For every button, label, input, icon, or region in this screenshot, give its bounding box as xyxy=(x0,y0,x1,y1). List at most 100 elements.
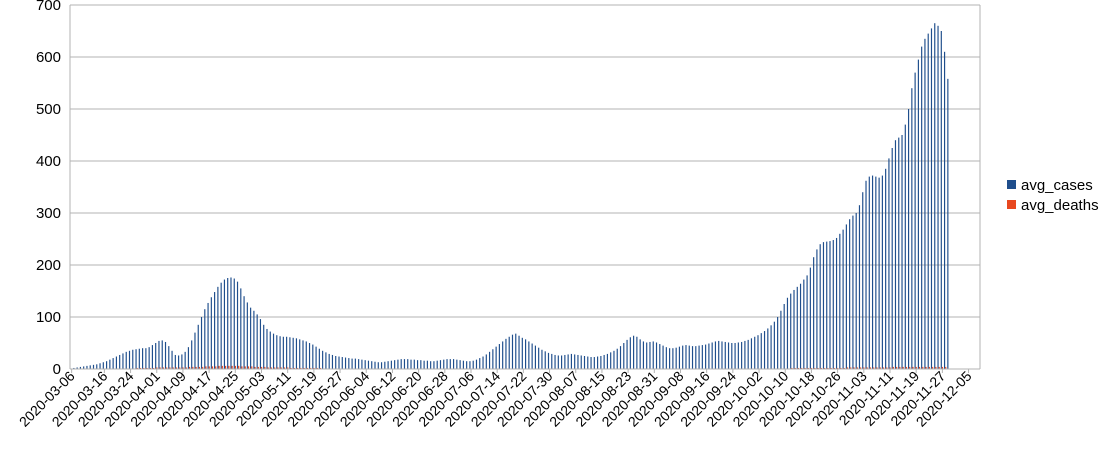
bar-avg-deaths xyxy=(175,367,178,369)
bar-avg-deaths xyxy=(228,365,230,369)
bar-avg-cases xyxy=(741,341,743,369)
bar-avg-deaths xyxy=(860,367,862,369)
bar-avg-cases xyxy=(367,360,370,369)
bar-avg-cases xyxy=(819,244,821,369)
bar-avg-cases xyxy=(793,289,795,369)
bar-avg-cases xyxy=(299,339,301,369)
bar-avg-cases xyxy=(371,361,373,369)
bar-avg-deaths xyxy=(244,366,246,369)
bar-avg-cases xyxy=(236,281,239,369)
bar-avg-cases xyxy=(858,205,861,369)
bar-avg-deaths xyxy=(814,367,816,369)
bar-avg-cases xyxy=(773,321,775,369)
bar-avg-cases xyxy=(849,219,851,369)
bar-avg-cases xyxy=(721,341,723,369)
bar-avg-cases xyxy=(829,241,831,369)
bar-avg-cases xyxy=(125,351,127,369)
bar-avg-cases xyxy=(803,279,805,369)
legend: avg_cases avg_deaths xyxy=(1007,177,1099,214)
bar-avg-deaths xyxy=(143,367,145,369)
bar-avg-deaths xyxy=(293,367,295,369)
bar-avg-cases xyxy=(865,180,867,369)
bar-avg-deaths xyxy=(899,366,901,369)
bar-avg-cases xyxy=(266,328,268,369)
bar-avg-deaths xyxy=(189,366,191,369)
bar-avg-cases xyxy=(757,335,759,369)
bar-avg-cases xyxy=(646,342,648,369)
bar-avg-cases xyxy=(629,337,631,369)
bar-avg-cases xyxy=(364,360,366,369)
bar-avg-deaths xyxy=(922,366,924,369)
bar-avg-cases xyxy=(875,176,877,369)
bar-avg-deaths xyxy=(824,367,826,369)
bar-avg-deaths xyxy=(932,366,934,369)
bar-avg-cases xyxy=(616,348,618,369)
bar-avg-cases xyxy=(164,341,167,369)
bar-avg-cases xyxy=(799,283,802,369)
bar-avg-cases xyxy=(456,359,458,369)
bar-avg-cases xyxy=(917,59,919,369)
bar-avg-deaths xyxy=(297,367,299,369)
bar-avg-deaths xyxy=(310,367,312,369)
bar-avg-deaths xyxy=(283,367,286,369)
bar-avg-cases xyxy=(128,350,131,369)
bar-avg-cases xyxy=(200,317,203,369)
bar-avg-cases xyxy=(685,345,687,369)
bar-avg-cases xyxy=(348,358,350,369)
bar-avg-cases xyxy=(590,357,592,369)
bar-avg-cases xyxy=(338,356,340,369)
bar-avg-deaths xyxy=(231,365,233,369)
bar-avg-cases xyxy=(354,358,356,369)
bar-avg-cases xyxy=(187,347,190,369)
bar-avg-cases xyxy=(783,304,785,369)
bar-avg-cases xyxy=(502,341,504,369)
bar-avg-cases xyxy=(341,357,343,369)
bar-avg-cases xyxy=(901,135,903,369)
bar-avg-cases xyxy=(449,359,451,369)
bar-avg-cases xyxy=(551,353,553,369)
bar-avg-deaths xyxy=(159,367,161,369)
bar-avg-cases xyxy=(207,302,209,369)
bar-avg-cases xyxy=(826,241,828,369)
bar-avg-cases xyxy=(796,286,798,369)
bar-avg-deaths xyxy=(287,367,289,369)
bar-avg-cases xyxy=(292,337,294,369)
bar-avg-cases xyxy=(148,347,150,369)
legend-label-avg-cases: avg_cases xyxy=(1021,177,1093,194)
bar-avg-cases xyxy=(308,343,311,369)
bar-avg-cases xyxy=(816,249,818,369)
bar-avg-cases xyxy=(217,286,219,369)
bar-avg-cases xyxy=(636,336,638,369)
bar-avg-cases xyxy=(806,275,808,369)
bar-avg-deaths xyxy=(912,366,914,369)
bar-avg-cases xyxy=(488,351,491,369)
bar-avg-cases xyxy=(574,354,576,369)
bar-avg-deaths xyxy=(915,366,917,369)
bar-avg-cases xyxy=(446,359,448,369)
bar-avg-cases xyxy=(904,124,906,369)
bar-avg-cases xyxy=(649,341,651,369)
bar-avg-deaths xyxy=(225,365,227,369)
bar-avg-cases xyxy=(135,349,137,369)
bar-avg-deaths xyxy=(918,366,921,369)
bar-avg-cases xyxy=(731,343,733,369)
bar-avg-deaths xyxy=(306,367,309,369)
bar-avg-cases xyxy=(240,288,242,369)
bar-avg-cases xyxy=(505,338,507,369)
bar-avg-cases xyxy=(541,349,543,369)
bar-avg-deaths xyxy=(162,367,164,369)
bar-avg-deaths xyxy=(820,367,822,369)
bar-avg-deaths xyxy=(238,365,240,369)
bar-avg-cases xyxy=(96,364,98,369)
bar-avg-cases xyxy=(289,337,291,369)
bar-avg-cases xyxy=(151,345,153,369)
bar-avg-cases xyxy=(914,72,916,369)
bar-avg-deaths xyxy=(313,367,315,369)
bar-avg-cases xyxy=(344,357,347,369)
bar-avg-cases xyxy=(161,340,163,369)
bar-avg-deaths xyxy=(840,367,842,369)
bar-avg-deaths xyxy=(319,367,322,369)
bar-avg-deaths xyxy=(928,366,930,369)
bar-avg-cases xyxy=(109,359,111,369)
